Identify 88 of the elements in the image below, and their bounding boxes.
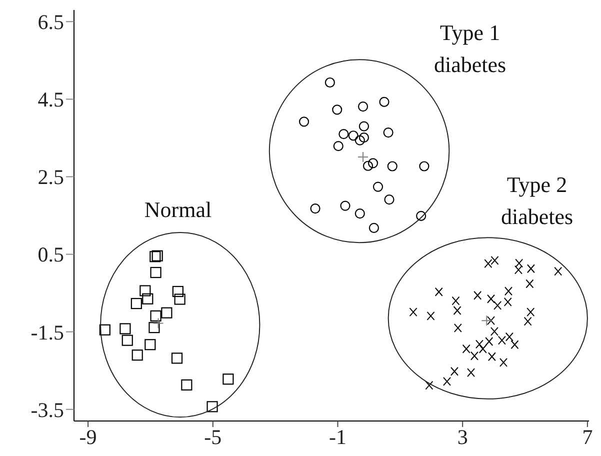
point [485,337,494,346]
point [132,350,143,361]
point [486,294,495,304]
point [498,336,506,345]
point [310,203,320,214]
point [324,77,335,88]
point [358,121,370,132]
y-tick-label: 2.5 [38,165,64,190]
point [526,279,534,288]
point [358,101,368,112]
point [372,182,384,192]
point [161,307,172,318]
point [140,285,151,296]
point [481,315,492,326]
point [462,344,470,354]
point [475,340,484,349]
point [171,352,183,364]
point [510,340,519,350]
point [486,316,495,326]
annotation: Type 2 diabetes [500,172,574,228]
point [338,129,349,140]
point [148,322,160,334]
point [368,222,379,233]
x-tick-label: -5 [204,424,222,449]
point [426,311,435,320]
point [354,208,365,219]
point [526,264,535,274]
point [383,127,394,138]
point [122,334,133,346]
point [174,294,186,305]
point [490,326,498,336]
point [442,376,451,386]
point [130,298,142,310]
point [362,160,374,171]
point [419,161,430,172]
point [454,323,462,332]
y-tick-label: 4.5 [38,88,64,112]
point [333,141,344,152]
x-tick-label: 7 [582,424,593,449]
point [348,130,358,141]
point [144,339,156,350]
point [387,161,398,172]
point [340,200,350,211]
point [474,290,482,300]
point [142,293,154,304]
point [478,344,487,354]
point [332,104,342,115]
point [467,368,476,378]
point [488,352,496,362]
point [181,379,192,390]
point [490,256,499,265]
point [499,358,508,367]
point [358,151,369,162]
y-tick-label: -1.5 [30,320,64,344]
point [150,266,162,278]
point [484,259,492,268]
point [379,96,390,107]
point [150,310,162,322]
point [172,286,184,298]
point [409,308,418,317]
point [206,401,218,412]
annotation: Type 1 diabetes [434,20,506,76]
point [554,266,562,276]
annotation: Normal [144,196,212,222]
y-tick-label: 6.5 [38,10,64,34]
point [526,308,535,317]
point [494,300,502,310]
point [384,194,394,205]
point [524,316,532,326]
point [425,380,434,390]
point [222,374,234,385]
point [416,210,426,221]
point [298,116,310,127]
x-tick-label: -9 [79,424,97,449]
y-tick-label: -3.5 [30,398,64,422]
point [99,324,110,336]
point [358,132,370,143]
x-tick-label: -1 [328,424,346,449]
point [470,351,478,360]
point [434,287,443,296]
point [120,323,131,334]
point [152,318,164,329]
y-tick-label: 0.5 [38,242,64,267]
point [368,158,378,168]
point [450,366,458,376]
x-tick-label: 3 [457,424,468,449]
point [354,135,365,146]
point [505,332,514,342]
